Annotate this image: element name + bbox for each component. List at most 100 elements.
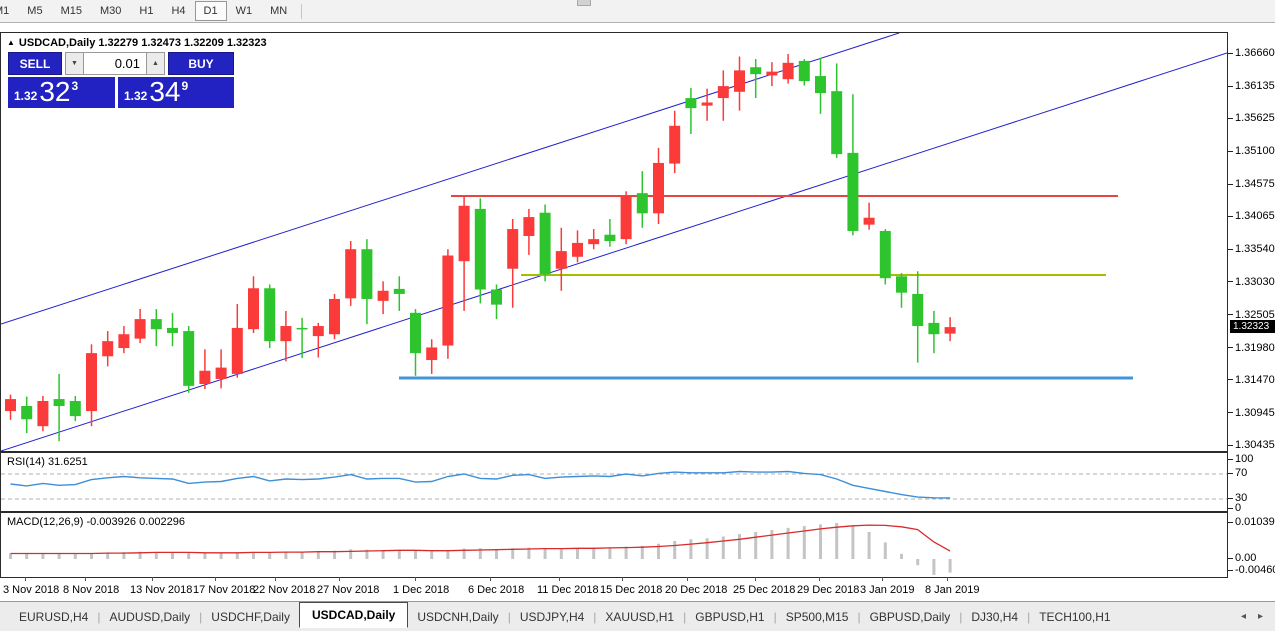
candle-body — [766, 71, 778, 76]
price-axis-tick — [1228, 444, 1233, 446]
chart-tab-usdcad-daily[interactable]: USDCAD,Daily — [298, 602, 409, 628]
chart-tab-gbpusd-daily[interactable]: GBPUSD,Daily — [869, 609, 951, 624]
timeframe-button-m15[interactable]: M15 — [60, 5, 82, 17]
candle-body — [734, 70, 745, 92]
macd-histogram-bar — [883, 542, 887, 559]
date-axis-label: 3 Nov 2018 — [3, 584, 60, 596]
current-price-tag: 1.32323 — [1230, 320, 1275, 334]
chart-tab-bar: EURUSD,H4 | AUDUSD,Daily | USDCHF,Daily USDCA… — [0, 601, 1275, 631]
timeframe-button-d1[interactable]: D1 — [194, 1, 227, 21]
candle-body — [863, 217, 875, 225]
timeframe-button-h1[interactable]: H1 — [139, 5, 154, 17]
rsi-axis-label: 100 — [1235, 453, 1254, 465]
chart-tab-audusd-daily[interactable]: AUDUSD,Daily — [109, 609, 191, 624]
timeframe-button-mn[interactable]: MN — [270, 5, 288, 17]
timeframe-button-m5[interactable]: M5 — [27, 5, 43, 17]
date-axis-tick — [559, 577, 560, 581]
candle-body — [798, 60, 810, 82]
timeframe-button-m30[interactable]: M30 — [99, 5, 122, 17]
macd-histogram-bar — [527, 547, 531, 559]
macd-histogram-bar — [802, 526, 806, 559]
chart-tab-usdjpy-h4[interactable]: USDJPY,H4 — [519, 609, 585, 624]
candle-body — [312, 326, 324, 337]
macd-histogram-bar — [851, 525, 855, 559]
price-axis-tick — [1228, 183, 1233, 185]
candle-body — [636, 193, 648, 214]
candle-body — [523, 217, 535, 236]
candle-body — [653, 162, 664, 214]
chart-tab-sp500-m15[interactable]: SP500,M15 — [785, 609, 849, 624]
macd-histogram-bar — [754, 532, 758, 559]
date-axis-tick — [85, 577, 86, 581]
buy-price-box[interactable]: 1.32 34 9 — [118, 77, 234, 108]
sell-button[interactable]: SELL — [8, 52, 62, 75]
macd-histogram-bar — [916, 559, 920, 566]
tab-separator: | — [683, 609, 687, 624]
sell-price-box[interactable]: 1.32 32 3 — [8, 77, 115, 108]
rsi-chart-canvas[interactable] — [1, 453, 1227, 511]
one-click-trade-widget: SELL ▼ 0.01 ▲ BUY 1.32 32 3 1.32 34 9 — [8, 52, 234, 108]
date-axis-label: 20 Dec 2018 — [665, 584, 728, 596]
volume-decrease-button[interactable]: ▼ — [65, 52, 84, 75]
chart-tab-xauusd-h1[interactable]: XAUUSD,H1 — [605, 609, 675, 624]
chart-tab-usdcnh-daily[interactable]: USDCNH,Daily — [417, 609, 499, 624]
collapse-arrow-icon[interactable]: ▲ — [7, 38, 15, 47]
volume-field[interactable]: 0.01 — [84, 52, 146, 75]
chart-tab-dj30-h4[interactable]: DJ30,H4 — [971, 609, 1019, 624]
chart-tab-gbpusd-h1[interactable]: GBPUSD,H1 — [695, 609, 765, 624]
price-axis-tick — [1228, 314, 1233, 316]
price-axis-label: 1.33030 — [1235, 275, 1275, 288]
macd-histogram-bar — [268, 552, 272, 559]
candle-body — [296, 327, 308, 330]
price-axis-tick — [1228, 215, 1233, 217]
macd-axis-label: -0.004608 — [1235, 564, 1275, 576]
macd-histogram-bar — [90, 553, 93, 559]
upper-channel-line[interactable] — [1, 33, 900, 325]
candle-body — [685, 98, 697, 109]
tab-separator: | — [857, 609, 861, 624]
price-axis-label: 1.34065 — [1235, 210, 1275, 223]
candlestick-chart-canvas[interactable] — [1, 33, 1227, 451]
chart-tab-eurusd-h4[interactable]: EURUSD,H4 — [19, 609, 89, 624]
timeframe-toolbar: M1 M5 M15 M30 H1 H4 D1 W1 MN — [0, 0, 1275, 23]
chart-tab-tech100-h1[interactable]: TECH100,H1 — [1039, 609, 1111, 624]
tab-scroll-right-icon[interactable]: ▸ — [1257, 611, 1263, 622]
candle-body — [507, 229, 519, 269]
candle-body — [896, 276, 907, 293]
tab-scroll-left-icon[interactable]: ◂ — [1240, 611, 1246, 622]
tab-separator: | — [1027, 609, 1031, 624]
candle-body — [167, 327, 178, 333]
buy-button[interactable]: BUY — [168, 52, 234, 75]
price-axis-tick — [1228, 150, 1233, 152]
macd-histogram-bar — [203, 553, 207, 559]
candle-body — [69, 400, 81, 417]
lower-channel-line[interactable] — [1, 52, 1227, 451]
candle-body — [717, 86, 729, 99]
macd-chart-canvas[interactable] — [1, 513, 1227, 577]
candle-body — [150, 319, 162, 330]
macd-histogram-bar — [689, 539, 693, 559]
date-axis-label: 8 Nov 2018 — [63, 584, 120, 596]
price-axis-label: 1.32505 — [1235, 308, 1275, 321]
candle-body — [264, 288, 276, 342]
toolbar-gripper[interactable] — [577, 0, 591, 6]
buy-price-big: 34 — [149, 76, 181, 107]
candle-body — [329, 298, 340, 335]
date-axis-tick — [622, 577, 623, 581]
timeframe-button-m1[interactable]: M1 — [0, 5, 10, 17]
volume-increase-button[interactable]: ▲ — [146, 52, 165, 75]
tab-separator: | — [773, 609, 777, 624]
price-axis-tick — [1228, 379, 1233, 381]
candle-body — [345, 249, 357, 299]
timeframe-button-w1[interactable]: W1 — [235, 5, 253, 17]
candle-body — [183, 331, 195, 386]
candle-body — [118, 334, 130, 349]
macd-histogram-bar — [284, 551, 288, 559]
candle-body — [815, 76, 826, 94]
macd-histogram-bar — [900, 553, 903, 559]
chart-tab-usdchf-daily[interactable]: USDCHF,Daily — [211, 609, 290, 624]
timeframe-button-h4[interactable]: H4 — [171, 5, 186, 17]
candle-body — [588, 239, 600, 245]
macd-axis-tick — [1228, 521, 1233, 523]
